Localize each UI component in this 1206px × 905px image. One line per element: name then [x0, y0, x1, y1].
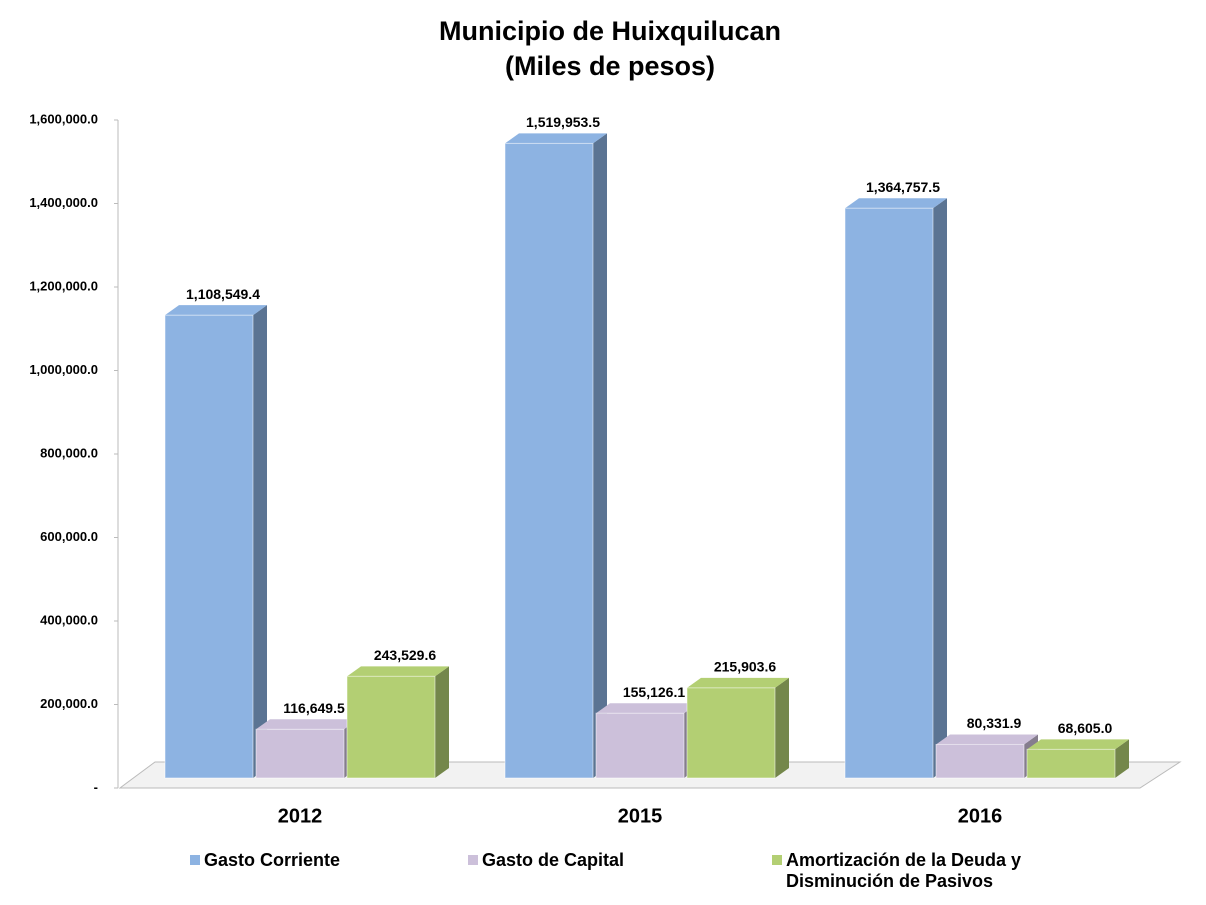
y-tick-label: 600,000.0 [40, 529, 98, 544]
y-tick-label: 1,400,000.0 [29, 195, 98, 210]
y-tick-label: - [94, 779, 98, 794]
bar-face [347, 666, 449, 677]
bar [255, 719, 358, 779]
bar-face [253, 305, 267, 778]
bar-face [346, 675, 436, 779]
bar-face [1115, 739, 1129, 778]
bar-face [686, 687, 776, 779]
bar-face [253, 305, 267, 778]
value-label: 1,519,953.5 [526, 114, 600, 130]
legend-item: Gasto Corriente [190, 850, 340, 871]
bar-face [935, 743, 1025, 779]
y-tick-label: 800,000.0 [40, 445, 98, 460]
y-tick-label: 1,000,000.0 [29, 362, 98, 377]
bar-face [844, 207, 934, 779]
bar-face [255, 728, 345, 779]
bar-face [775, 677, 789, 778]
y-tick-label: 200,000.0 [40, 696, 98, 711]
bar-face [435, 666, 449, 778]
legend-swatch [190, 855, 200, 865]
legend-swatch [772, 855, 782, 865]
bar [346, 666, 449, 779]
legend-label: Amortización de la Deuda y Disminución d… [786, 850, 1022, 891]
bar-face [936, 734, 1038, 745]
value-label: 1,108,549.4 [186, 286, 260, 302]
bar [595, 703, 698, 779]
y-tick-label: 1,200,000.0 [29, 278, 98, 293]
x-tick-label: 2012 [278, 805, 323, 827]
legend: Gasto Corriente Gasto de Capital Amortizac… [0, 850, 1206, 900]
value-label: 116,649.5 [283, 700, 345, 716]
bar-face [933, 198, 947, 778]
bar-face [504, 142, 594, 779]
bar-face [165, 305, 267, 316]
bar [935, 734, 1038, 779]
x-tick-label: 2015 [618, 805, 663, 827]
bar-face [845, 198, 947, 209]
value-label: 215,903.6 [714, 659, 776, 675]
legend-item: Amortización de la Deuda y Disminución d… [772, 850, 1072, 892]
bar-face [595, 712, 685, 779]
bar [164, 305, 267, 779]
bar [1026, 739, 1129, 779]
bar-face [164, 314, 254, 779]
bar-face [596, 703, 698, 714]
value-label: 243,529.6 [374, 647, 436, 663]
value-label: 155,126.1 [623, 684, 685, 700]
bar-face [593, 133, 607, 778]
bar-face [933, 198, 947, 778]
bar [844, 198, 947, 779]
bar-face [687, 677, 789, 688]
value-label: 1,364,757.5 [866, 179, 940, 195]
chart-subtitle: (Miles de pesos) [505, 51, 715, 81]
bar-face [1027, 739, 1129, 750]
legend-item: Gasto de Capital [468, 850, 624, 871]
bar-face [775, 677, 789, 778]
value-label: 68,605.0 [1058, 720, 1113, 736]
legend-label: Gasto de Capital [482, 850, 625, 870]
bar-face [505, 133, 607, 144]
value-label: 80,331.9 [967, 715, 1022, 731]
y-tick-label: 1,600,000.0 [29, 111, 98, 126]
chart-title: Municipio de Huixquilucan [439, 16, 781, 46]
legend-label: Gasto Corriente [204, 850, 341, 870]
bar-face [1026, 748, 1116, 779]
bar-face [256, 719, 358, 730]
bar-face [593, 133, 607, 778]
y-tick-label: 400,000.0 [40, 612, 98, 627]
chart: Municipio de Huixquilucan (Miles de peso… [29, 16, 1182, 827]
legend-swatch [468, 855, 478, 865]
bar [504, 133, 607, 779]
bar-face [1115, 739, 1129, 778]
bar [686, 677, 789, 779]
bar-face [435, 666, 449, 778]
x-tick-label: 2016 [958, 805, 1003, 827]
